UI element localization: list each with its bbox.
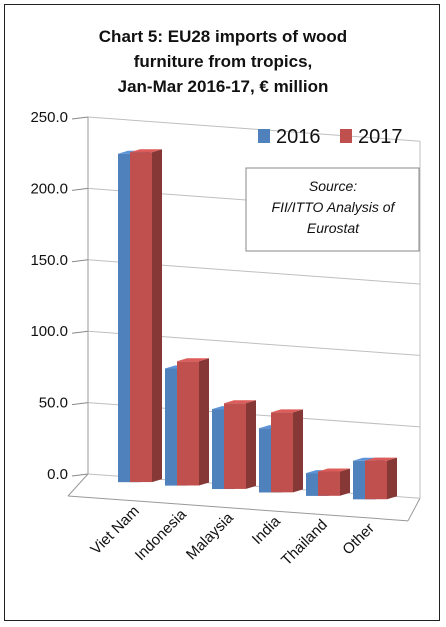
gridline [87, 116, 421, 142]
y-tick-label: 0.0 [47, 466, 68, 483]
x-tick-label: India [249, 512, 284, 547]
floor-edge [67, 473, 89, 497]
bar-top [365, 457, 397, 461]
annotation-box [245, 167, 420, 252]
chart-title-line-1: Chart 5: EU28 imports of wood [98, 27, 348, 46]
y-tick-label: 50.0 [39, 395, 68, 412]
bar-side [387, 457, 397, 500]
bar-top [271, 409, 303, 413]
y-tick-label: 150.0 [30, 252, 68, 269]
floor-edge [407, 498, 421, 522]
bar [318, 471, 340, 496]
legend-swatch [340, 129, 352, 143]
bar [365, 460, 387, 500]
y-tick-mark [71, 116, 89, 120]
bar [271, 412, 293, 493]
annotation-text: FII/ITTO Analysis of [272, 199, 397, 215]
annotation-text: Eurostat [307, 220, 360, 236]
bar-side [199, 358, 209, 486]
bar-side [152, 149, 162, 483]
y-tick-label: 250.0 [30, 109, 68, 126]
bar [130, 152, 152, 483]
bar-top [130, 149, 162, 153]
y-tick-mark [71, 259, 89, 263]
chart-title-line-2: furniture from tropics, [133, 52, 313, 71]
bar-top [224, 400, 256, 404]
bar-side [340, 468, 350, 496]
x-tick-label: Thailand [278, 516, 331, 569]
y-tick-mark [71, 473, 89, 477]
y-tick-label: 100.0 [30, 323, 68, 340]
y-tick-mark [71, 402, 89, 406]
legend-label: 2016 [276, 126, 321, 148]
y-tick-label: 200.0 [30, 180, 68, 197]
bar-top [177, 358, 209, 362]
bar-side [246, 400, 256, 489]
legend-label: 2017 [358, 126, 403, 148]
bar-side [293, 409, 303, 493]
bar [177, 361, 199, 486]
y-tick-mark [71, 330, 89, 334]
chart-title-line-3: Jan-Mar 2016-17, € million [117, 77, 329, 96]
bar-top [318, 468, 350, 472]
annotation-text: Source: [309, 178, 357, 194]
legend-swatch [258, 129, 270, 143]
x-axis-line [67, 495, 409, 522]
y-tick-mark [71, 187, 89, 191]
bar [224, 403, 246, 489]
x-tick-label: Other [339, 520, 378, 559]
x-tick-label: Malaysia [183, 509, 237, 563]
